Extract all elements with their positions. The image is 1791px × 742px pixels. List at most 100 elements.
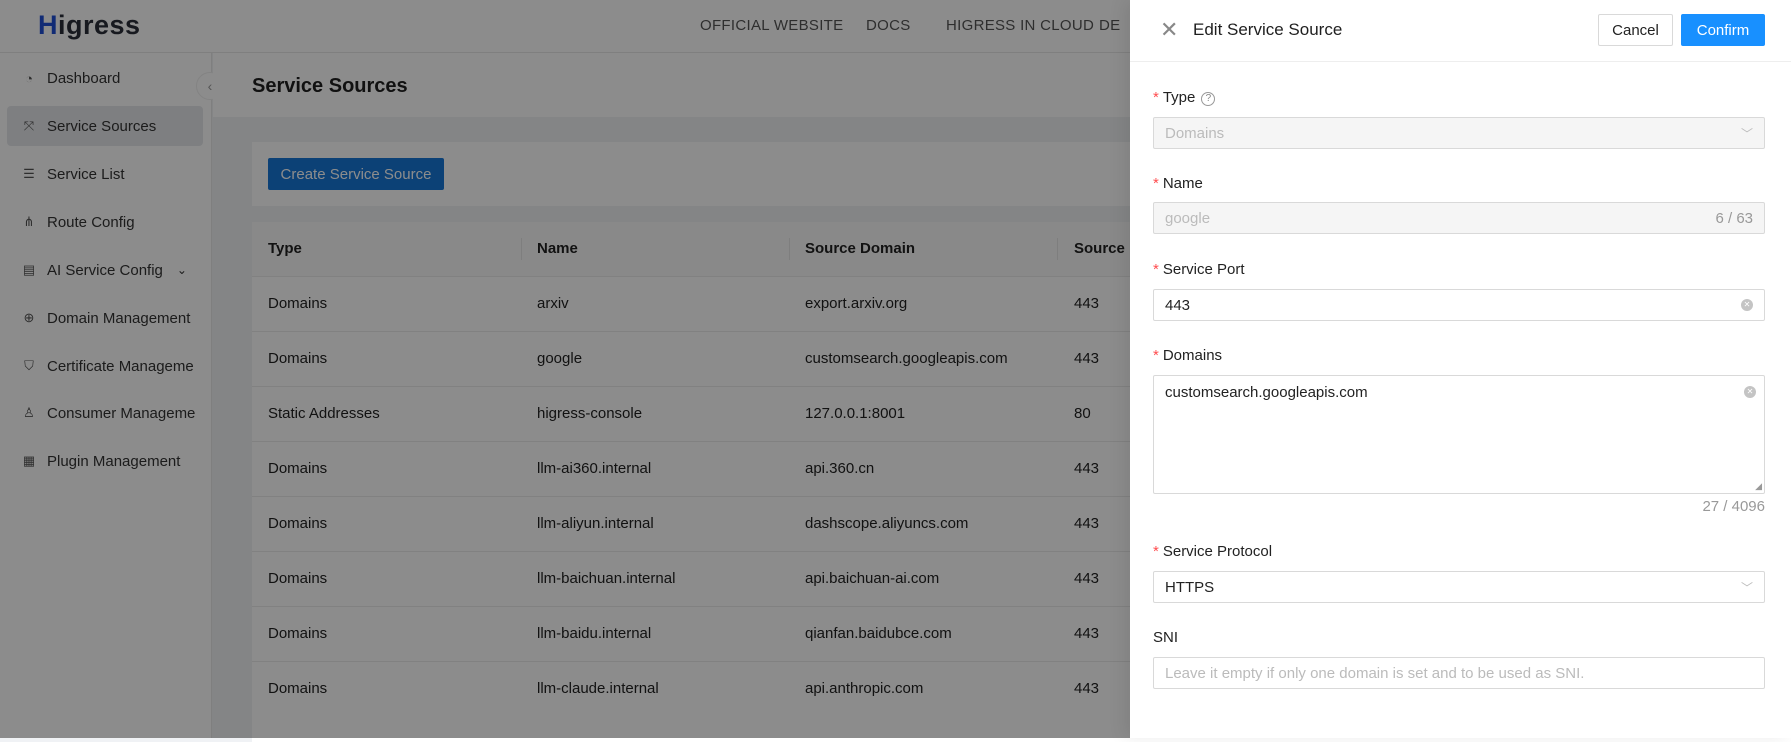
sidebar-item-ai-service-config[interactable]: ▤ AI Service Config ⌄ — [7, 250, 203, 290]
sidebar-item-consumer-management[interactable]: ♙ Consumer Manageme — [7, 393, 203, 433]
table-cell: 443 — [1074, 625, 1100, 642]
table-row[interactable]: Domains llm-aliyun.internal dashscope.aliy… — [252, 496, 1791, 551]
sidebar-item-label: Consumer Manageme — [47, 404, 196, 422]
table-cell: Domains — [268, 570, 328, 587]
name-input[interactable]: google 6 / 63 — [1153, 202, 1765, 234]
dashboard-icon: ◔ — [25, 70, 33, 86]
sidebar-item-label: AI Service Config — [47, 261, 163, 279]
column-header-type: Type — [268, 240, 302, 257]
service-protocol-label: * Service Protocol — [1153, 543, 1273, 560]
column-header-source-port: Source P — [1074, 240, 1140, 257]
table-row[interactable]: Domains llm-baidu.internal qianfan.baidubc… — [252, 606, 1791, 661]
table-cell: api.baichuan-ai.com — [805, 570, 940, 587]
create-service-source-button[interactable]: Create Service Source — [268, 158, 444, 190]
label-text: Name — [1162, 175, 1203, 192]
sni-input[interactable]: Leave it empty if only one domain is set… — [1153, 657, 1765, 689]
table-cell: 443 — [1074, 350, 1100, 367]
higress-logo[interactable]: Higress — [38, 10, 141, 40]
table-cell: Domains — [268, 515, 328, 532]
list-icon: ☰ — [23, 166, 35, 181]
chevron-down-icon: ⌄ — [176, 263, 187, 277]
sni-placeholder: Leave it empty if only one domain is set… — [1165, 664, 1585, 682]
column-header-source-domain: Source Domain — [805, 240, 916, 257]
table-cell: 443 — [1074, 460, 1100, 477]
nav-more[interactable]: DE — [1099, 17, 1121, 34]
sidebar-item-service-sources[interactable]: ⤧ Service Sources — [7, 106, 203, 146]
cancel-button[interactable]: Cancel — [1598, 14, 1673, 46]
chevron-down-icon: ﹀ — [1740, 126, 1753, 141]
table-row[interactable]: Domains google customsearch.googleapis.com… — [252, 331, 1791, 386]
table-cell: 80 — [1074, 405, 1091, 422]
table-cell: customsearch.googleapis.com — [805, 350, 1008, 367]
chevron-down-icon: ﹀ — [1740, 580, 1753, 595]
nav-higress-in-cloud[interactable]: HIGRESS IN CLOUD — [946, 17, 1095, 34]
column-divider — [1057, 238, 1058, 260]
table-cell: Static Addresses — [268, 405, 380, 422]
clear-icon[interactable]: ✕ — [1741, 299, 1753, 311]
domains-textarea[interactable]: customsearch.googleapis.com ✕ ◢ — [1153, 375, 1765, 494]
nav-official-website[interactable]: OFFICIAL WEBSITE — [700, 17, 844, 34]
label-text: Type — [1162, 89, 1196, 106]
table-cell: Domains — [268, 680, 328, 697]
sidebar-item-service-list[interactable]: ☰ Service List — [7, 154, 203, 194]
type-value: Domains — [1165, 124, 1225, 142]
table-cell: llm-baichuan.internal — [537, 570, 676, 587]
sidebar-item-certificate-management[interactable]: ⛉ Certificate Manageme — [7, 346, 203, 386]
resize-handle-icon[interactable]: ◢ — [1755, 481, 1762, 491]
type-label: * Type? — [1153, 89, 1216, 106]
sni-label: SNI — [1153, 629, 1179, 646]
sidebar-item-domain-management[interactable]: ⊕ Domain Management — [7, 298, 203, 338]
globe-icon: ⊕ — [23, 310, 35, 325]
modal-mask[interactable] — [0, 0, 1130, 738]
table-row[interactable]: Domains llm-claude.internal api.anthropic.… — [252, 661, 1791, 716]
sidebar: ◔ Dashboard ⤧ Service Sources ☰ Service Lis… — [0, 53, 212, 738]
confirm-button[interactable]: Confirm — [1681, 14, 1765, 46]
sidebar-item-label: Certificate Manageme — [47, 357, 194, 375]
table-cell: arxiv — [537, 295, 569, 312]
domains-label: * Domains — [1153, 347, 1223, 364]
shield-icon: ⛉ — [24, 358, 34, 373]
sidebar-item-label: Dashboard — [47, 69, 121, 87]
user-icon: ♙ — [23, 405, 35, 420]
table-row[interactable]: Domains llm-ai360.internal api.360.cn 443 — [252, 441, 1791, 496]
table-row[interactable]: Domains arxiv export.arxiv.org 443 — [252, 276, 1791, 331]
close-icon[interactable]: ✕ — [1160, 17, 1179, 42]
table-cell: Domains — [268, 350, 328, 367]
table-row[interactable]: Domains llm-baichuan.internal api.baichuan… — [252, 551, 1791, 606]
domains-value: customsearch.googleapis.com — [1165, 384, 1368, 401]
service-protocol-select[interactable]: HTTPS ﹀ — [1153, 571, 1765, 603]
help-icon[interactable]: ? — [1201, 92, 1216, 106]
table-cell: 443 — [1074, 570, 1100, 587]
service-port-input[interactable]: 443 ✕ — [1153, 289, 1765, 321]
sidebar-item-label: Service Sources — [47, 117, 157, 135]
table-cell: Domains — [268, 295, 328, 312]
table-cell: api.anthropic.com — [805, 680, 924, 697]
sidebar-item-route-config[interactable]: ⋔ Route Config — [7, 202, 203, 242]
sidebar-item-label: Plugin Management — [47, 452, 181, 470]
sidebar-item-plugin-management[interactable]: ▦ Plugin Management — [7, 441, 203, 481]
domains-char-count: 27 / 4096 — [1702, 498, 1765, 515]
table-cell: Domains — [268, 625, 328, 642]
table-cell: 127.0.0.1:8001 — [805, 405, 906, 422]
plugin-icon: ▦ — [22, 453, 36, 468]
name-label: * Name — [1153, 175, 1203, 192]
table-cell: 443 — [1074, 295, 1100, 312]
table-cell: higress-console — [537, 405, 643, 422]
table-row[interactable]: Static Addresses higress-console 127.0.0.1… — [252, 386, 1791, 441]
label-text: Service Protocol — [1162, 543, 1273, 560]
table-cell: llm-ai360.internal — [537, 460, 652, 477]
name-value: google — [1165, 209, 1211, 227]
nav-docs[interactable]: DOCS — [866, 17, 911, 34]
ai-icon: ▤ — [22, 262, 36, 277]
sidebar-item-label: Service List — [47, 165, 125, 183]
table-cell: llm-baidu.internal — [537, 625, 652, 642]
clear-icon[interactable]: ✕ — [1744, 386, 1756, 398]
sidebar-item-dashboard[interactable]: ◔ Dashboard — [7, 58, 203, 98]
port-value: 443 — [1165, 296, 1191, 314]
table-cell: llm-claude.internal — [537, 680, 659, 697]
type-select[interactable]: Domains ﹀ — [1153, 117, 1765, 149]
drawer-title: Edit Service Source — [1193, 20, 1343, 39]
label-text: Domains — [1162, 347, 1223, 364]
route-icon: ⋔ — [23, 214, 35, 229]
table-cell: dashscope.aliyuncs.com — [805, 515, 969, 532]
